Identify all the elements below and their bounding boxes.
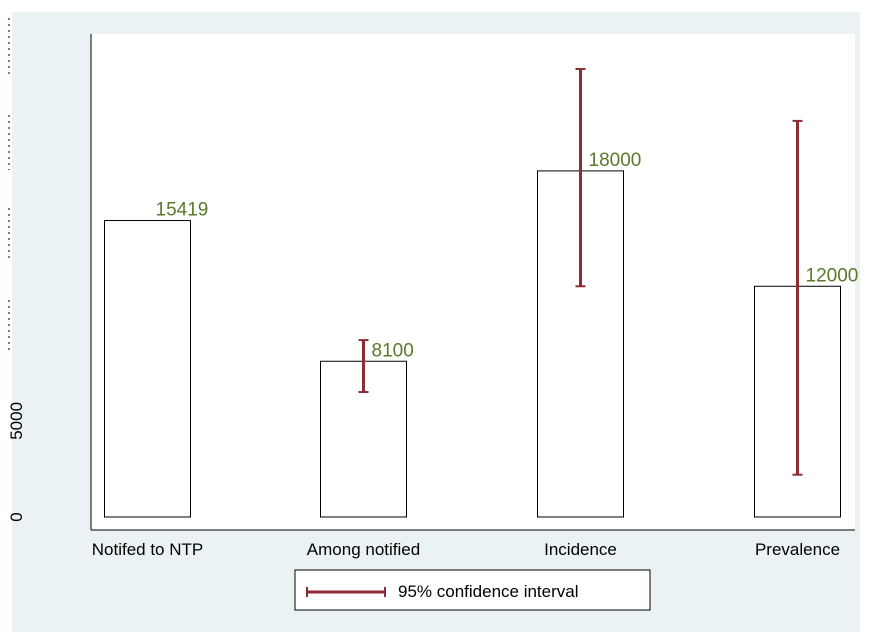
- x-tick-label-2: Among notified: [307, 540, 420, 559]
- value-label-2: 8100: [372, 340, 414, 361]
- bar-1: [104, 220, 191, 518]
- value-label-3: 18000: [589, 150, 642, 171]
- y-tick-label: 0: [7, 512, 26, 521]
- error-bar-3: [575, 68, 586, 288]
- value-labels: 15419 8100 18000 12000: [156, 150, 859, 361]
- x-tick-label-1: Notifed to NTP: [92, 540, 204, 559]
- error-bars: [358, 68, 803, 476]
- value-label-1: 15419: [156, 200, 209, 221]
- legend-box: [294, 569, 651, 611]
- error-bar-4: [792, 119, 803, 476]
- x-tick-label-4: Prevalence: [755, 540, 840, 559]
- x-axis-tick-labels: Notifed to NTP Among notified Incidence Pre…: [92, 540, 840, 559]
- y-axis-ticks: 0 5000: [7, 402, 26, 522]
- value-label-4: 12000: [806, 265, 859, 286]
- x-tick-label-3: Incidence: [544, 540, 617, 559]
- plot-area: [91, 34, 855, 530]
- error-bar-2: [358, 339, 369, 394]
- legend-label: 95% confidence interval: [398, 582, 579, 601]
- y-tick-label: 5000: [7, 402, 26, 440]
- legend-error-bar-marker: [306, 587, 386, 597]
- legend: 95% confidence interval: [294, 569, 651, 611]
